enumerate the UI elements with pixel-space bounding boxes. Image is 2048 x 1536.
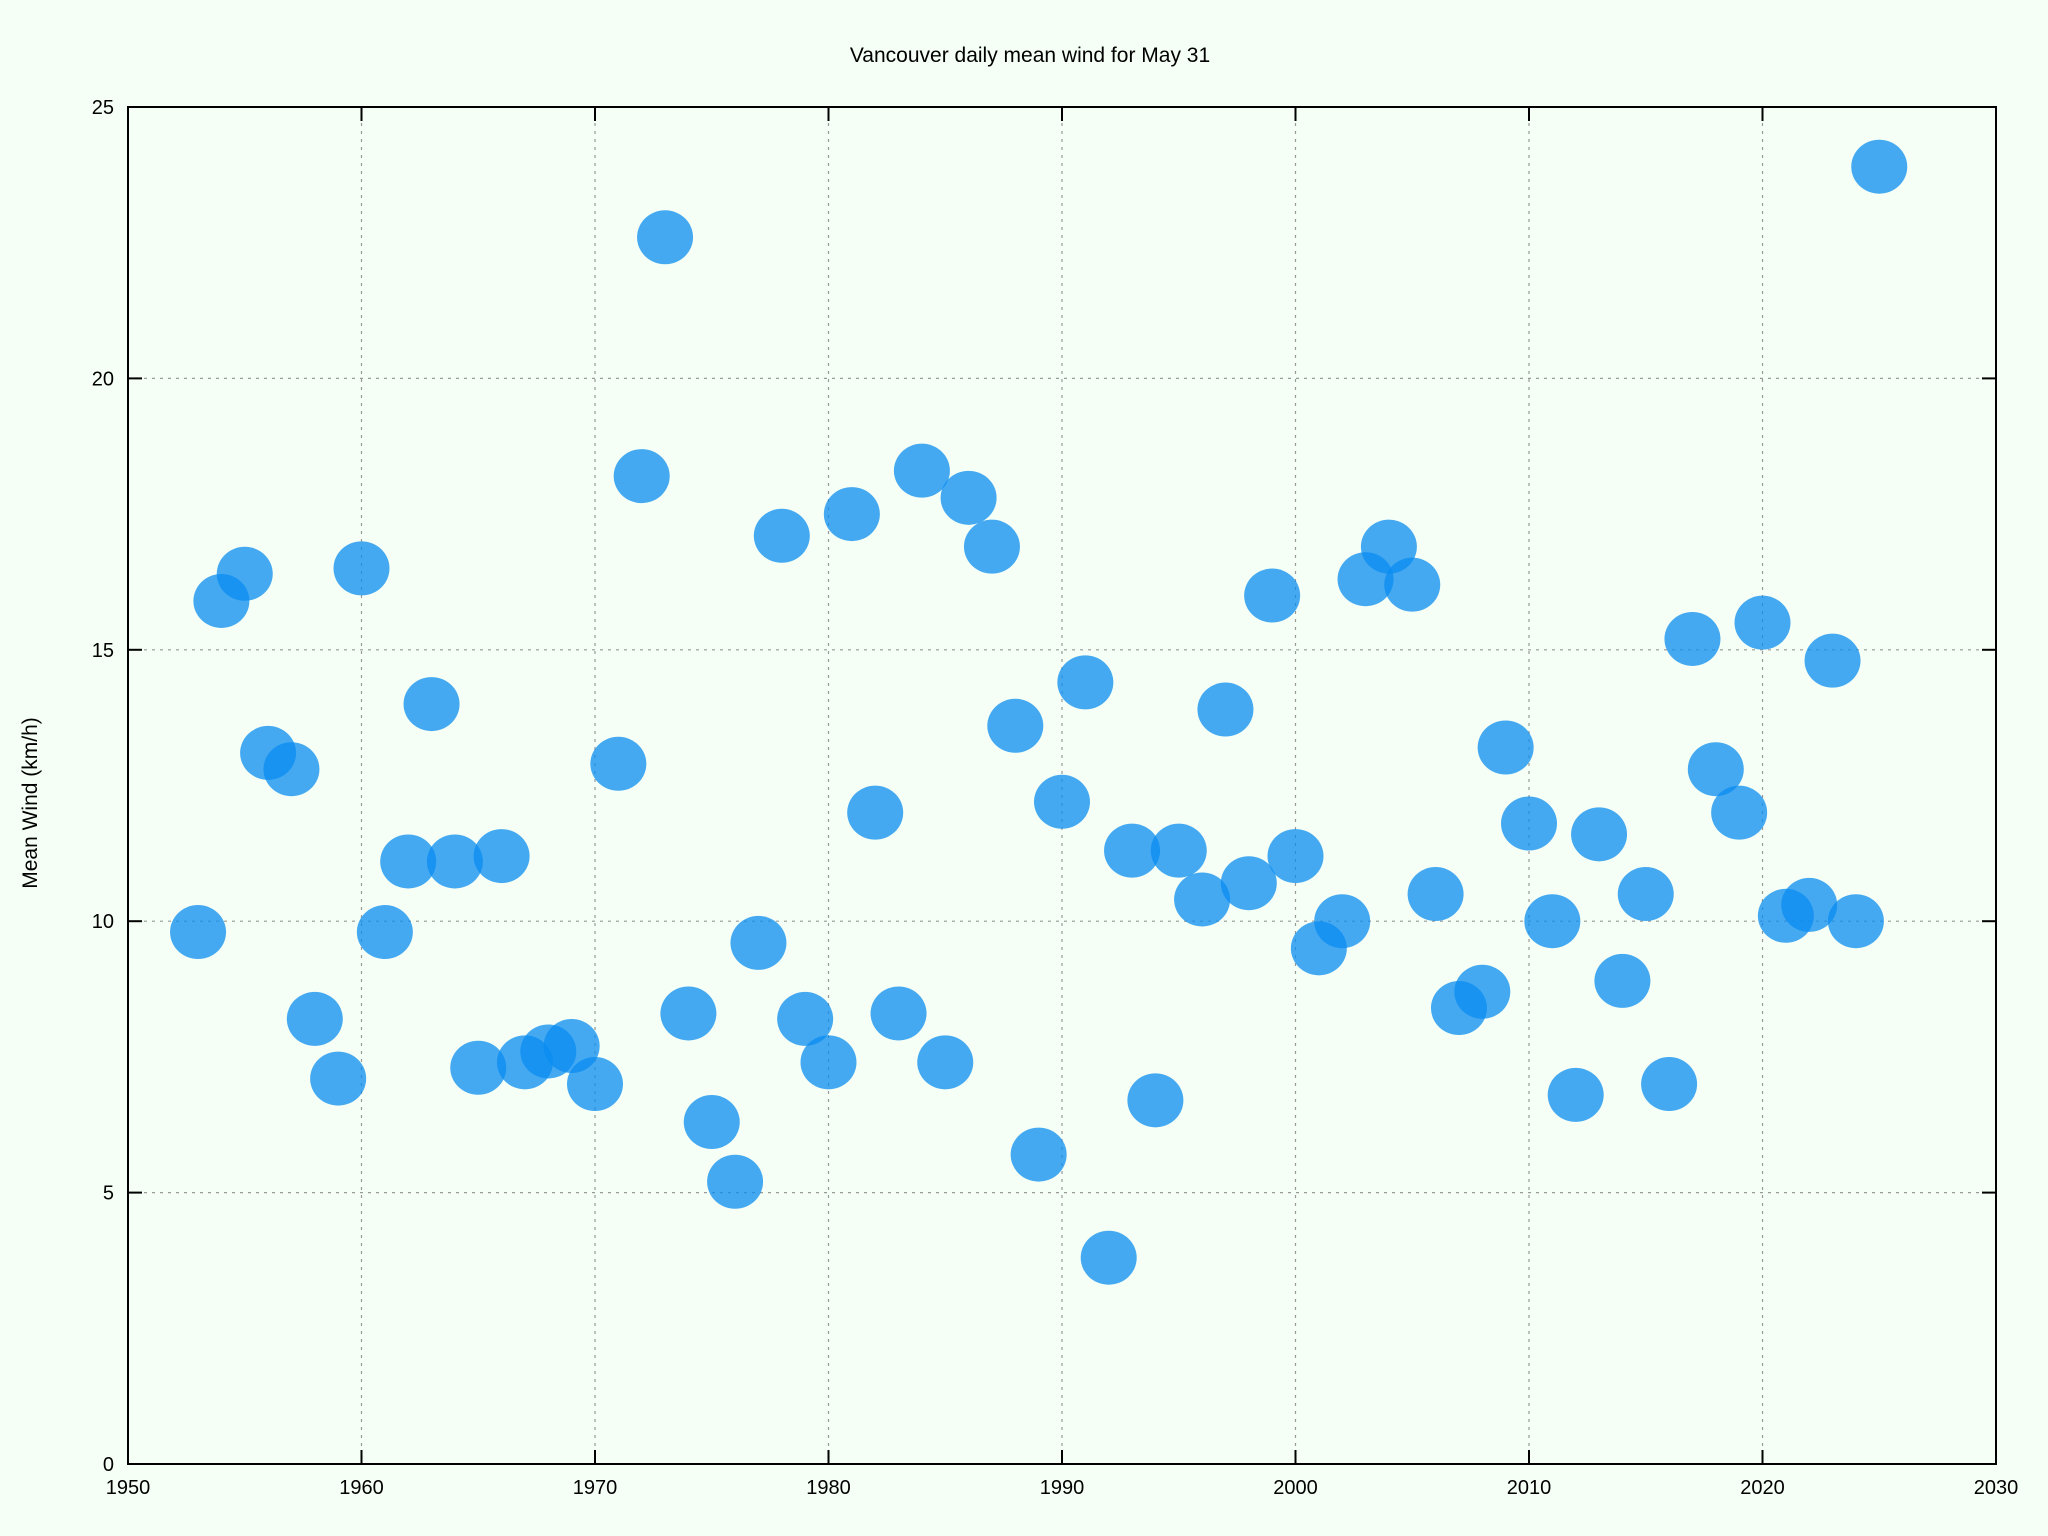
grid-lines [128, 107, 1996, 1464]
data-point [403, 677, 460, 732]
y-tick-label: 20 [92, 368, 114, 390]
data-point [1407, 867, 1464, 922]
y-tick-label: 0 [103, 1454, 114, 1476]
x-tick-label: 2000 [1273, 1477, 1318, 1499]
data-point [1594, 953, 1651, 1008]
data-point [823, 487, 880, 542]
x-tick-label: 1980 [806, 1477, 851, 1499]
y-tick-label: 5 [103, 1183, 114, 1205]
data-point [1711, 785, 1768, 840]
data-point [637, 210, 694, 265]
y-tick-label: 25 [92, 97, 114, 119]
x-tick-label: 1950 [106, 1477, 151, 1499]
data-point [1220, 856, 1277, 911]
data-point [1197, 682, 1254, 737]
data-point [1244, 568, 1301, 623]
data-point [1501, 796, 1557, 851]
data-point [777, 991, 834, 1046]
data-point [613, 449, 670, 504]
data-point [1127, 1073, 1184, 1128]
data-point [1174, 872, 1231, 927]
data-point [1687, 742, 1744, 797]
data-point [1664, 611, 1721, 666]
x-tick-label: 1960 [339, 1477, 384, 1499]
data-point [1781, 877, 1838, 932]
data-point [847, 785, 904, 840]
data-point [590, 736, 647, 791]
data-point [263, 742, 320, 797]
data-points [170, 139, 1908, 1285]
data-point [1104, 823, 1161, 878]
data-point [1034, 774, 1090, 829]
data-point [380, 834, 437, 889]
data-point [450, 1040, 507, 1095]
x-tick-label: 2010 [1507, 1477, 1552, 1499]
x-tick-label: 2020 [1740, 1477, 1785, 1499]
data-point [426, 834, 483, 889]
data-point [893, 443, 950, 498]
data-point [683, 1095, 740, 1150]
data-point [1080, 1230, 1137, 1285]
data-point [1851, 139, 1908, 194]
data-point [940, 470, 997, 525]
x-tick-label: 2030 [1974, 1477, 2019, 1499]
data-point [170, 905, 227, 960]
data-point [1454, 964, 1511, 1019]
data-point [567, 1057, 623, 1112]
data-point [660, 986, 717, 1041]
data-point [1804, 633, 1861, 688]
data-point [216, 546, 273, 601]
data-point [963, 519, 1020, 574]
data-point [1477, 720, 1534, 775]
data-point [1617, 867, 1674, 922]
data-point [1827, 894, 1884, 949]
axes: 1950 1960 1970 1980 1990 2000 2010 2020 2030 0 5 10… [92, 97, 2019, 1499]
data-point [917, 1035, 974, 1090]
data-point [1057, 655, 1114, 710]
data-point [1314, 894, 1371, 949]
data-point [753, 508, 810, 563]
data-point [1150, 823, 1207, 878]
data-point [286, 991, 343, 1046]
data-point [1547, 1067, 1604, 1122]
chart-title: Vancouver daily mean wind for May 31 [850, 44, 1210, 67]
data-point [333, 541, 390, 596]
data-point [1571, 807, 1628, 862]
data-point [800, 1035, 857, 1090]
data-point [1384, 557, 1441, 612]
y-tick-label: 15 [92, 640, 114, 662]
data-point [730, 915, 787, 970]
data-point [987, 698, 1044, 753]
data-point [1641, 1057, 1698, 1112]
data-point [1010, 1127, 1067, 1182]
data-point [707, 1154, 764, 1209]
data-point [356, 905, 413, 960]
data-point [870, 986, 927, 1041]
data-point [473, 829, 530, 884]
y-tick-label: 10 [92, 911, 114, 933]
data-point [1734, 595, 1791, 650]
data-point [1267, 829, 1324, 884]
data-point [1524, 894, 1581, 949]
y-axis-label: Mean Wind (km/h) [19, 717, 42, 889]
data-point [310, 1051, 367, 1106]
x-tick-label: 1990 [1040, 1477, 1085, 1499]
x-tick-label: 1970 [573, 1477, 618, 1499]
